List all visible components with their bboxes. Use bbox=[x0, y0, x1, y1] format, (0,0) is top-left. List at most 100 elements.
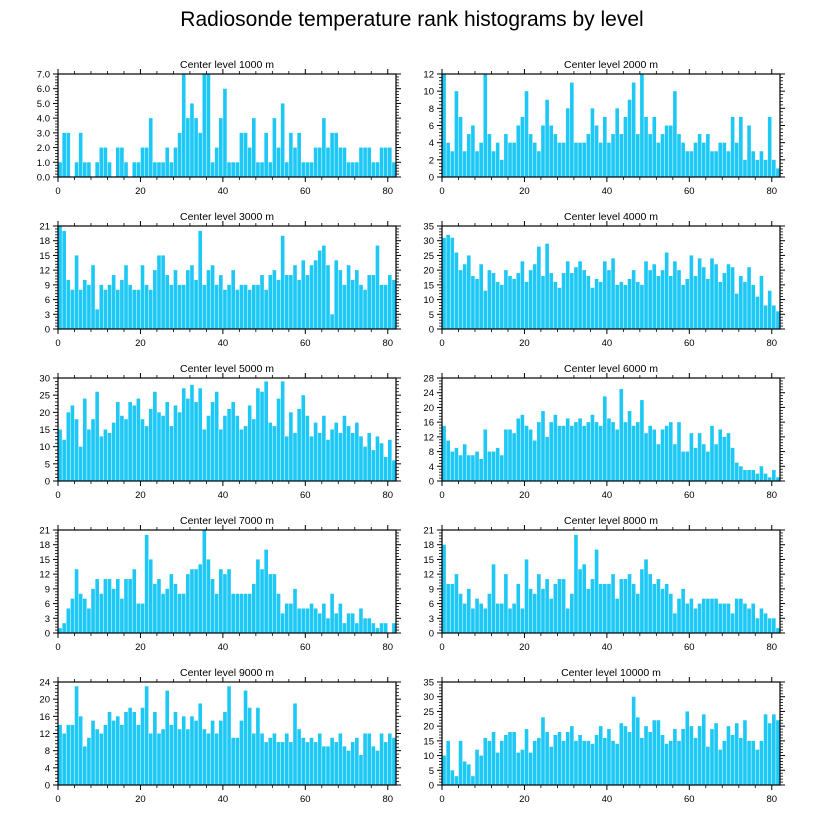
bar bbox=[652, 583, 657, 633]
y-tick-label: 0 bbox=[429, 173, 434, 184]
bar bbox=[734, 462, 739, 481]
bar bbox=[342, 284, 347, 329]
bar bbox=[243, 132, 248, 177]
x-tick-label: 80 bbox=[382, 794, 393, 805]
bar bbox=[504, 429, 508, 481]
bar bbox=[289, 275, 293, 329]
bar bbox=[124, 579, 128, 633]
bar bbox=[491, 151, 496, 177]
y-tick-label: 30 bbox=[423, 692, 434, 703]
x-tick-label: 0 bbox=[55, 642, 60, 653]
x-tick-label: 60 bbox=[300, 642, 311, 653]
bar bbox=[280, 103, 285, 177]
bar bbox=[706, 278, 710, 329]
bar bbox=[120, 598, 124, 633]
bars bbox=[442, 74, 780, 177]
bar bbox=[186, 270, 190, 329]
bar bbox=[734, 293, 739, 329]
bar bbox=[276, 147, 281, 177]
bar bbox=[198, 388, 203, 481]
bar bbox=[219, 275, 223, 329]
bar bbox=[574, 534, 578, 633]
bar bbox=[660, 734, 665, 785]
bar bbox=[454, 776, 459, 785]
bar bbox=[284, 733, 289, 785]
bar bbox=[194, 118, 198, 177]
bar bbox=[557, 579, 562, 633]
bar bbox=[111, 275, 116, 329]
bar bbox=[383, 284, 388, 329]
bar bbox=[557, 142, 562, 177]
bar bbox=[289, 603, 293, 633]
bar bbox=[664, 743, 669, 785]
bar bbox=[706, 134, 710, 177]
bar bbox=[223, 415, 227, 481]
bar bbox=[128, 579, 132, 633]
y-tick-label: 24 bbox=[423, 388, 434, 399]
y-tick-label: 9 bbox=[45, 584, 50, 595]
x-tick-label: 20 bbox=[135, 642, 146, 653]
bar bbox=[202, 530, 207, 633]
bar bbox=[190, 384, 194, 481]
bar bbox=[268, 275, 273, 329]
bar bbox=[223, 289, 227, 329]
bar bbox=[763, 714, 768, 785]
bar bbox=[342, 746, 347, 786]
bar bbox=[524, 559, 529, 633]
bar bbox=[280, 235, 285, 329]
bar bbox=[103, 429, 108, 481]
bar bbox=[136, 162, 141, 177]
bar bbox=[107, 579, 112, 633]
bar bbox=[722, 740, 727, 785]
bar bbox=[763, 613, 768, 633]
bar bbox=[260, 162, 264, 177]
bars bbox=[58, 686, 396, 786]
bar bbox=[231, 402, 235, 481]
bar bbox=[301, 737, 306, 785]
bar bbox=[701, 598, 706, 633]
bar bbox=[346, 265, 351, 329]
bar bbox=[251, 733, 256, 785]
bar bbox=[99, 733, 104, 785]
panel-title: Center level 6000 m bbox=[564, 363, 658, 375]
bar bbox=[759, 276, 764, 329]
bar bbox=[446, 583, 450, 633]
bar bbox=[148, 118, 153, 177]
bar bbox=[475, 451, 479, 481]
bar bbox=[371, 275, 376, 329]
y-tick-label: 5.0 bbox=[37, 99, 50, 110]
bar bbox=[58, 226, 62, 329]
bar bbox=[214, 284, 219, 329]
bar bbox=[627, 411, 632, 481]
bar bbox=[181, 74, 186, 177]
bar bbox=[450, 151, 455, 177]
bar bbox=[603, 737, 607, 785]
bar bbox=[718, 281, 723, 329]
bar bbox=[685, 603, 690, 633]
bar bbox=[512, 142, 516, 177]
bar bbox=[582, 142, 587, 177]
bar bbox=[495, 447, 500, 481]
plot-frame bbox=[441, 225, 781, 330]
y-tick-label: 4 bbox=[45, 763, 50, 774]
bar bbox=[305, 608, 310, 633]
bar bbox=[223, 712, 227, 785]
bar bbox=[776, 477, 780, 481]
bar bbox=[664, 425, 669, 481]
y-tick-label: 5 bbox=[429, 310, 434, 321]
bar bbox=[615, 598, 619, 633]
bar bbox=[549, 273, 554, 329]
bar bbox=[545, 436, 549, 481]
bar bbox=[524, 281, 529, 329]
bar bbox=[326, 147, 330, 177]
bar bbox=[635, 717, 640, 785]
bar bbox=[388, 733, 392, 785]
bar bbox=[346, 613, 351, 633]
bars bbox=[58, 74, 396, 177]
bar bbox=[660, 270, 665, 329]
bar bbox=[673, 444, 677, 481]
y-tick-label: 8 bbox=[429, 104, 434, 115]
bar bbox=[611, 258, 615, 329]
panel-title: Center level 1000 m bbox=[180, 59, 274, 71]
bar bbox=[508, 142, 512, 177]
